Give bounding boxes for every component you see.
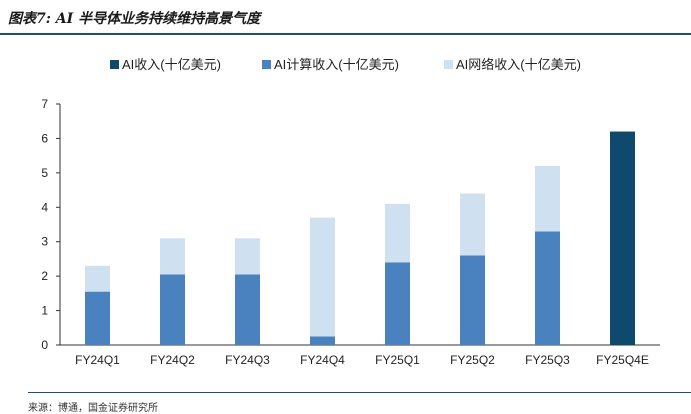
- bar-fy24q4-series-2: [310, 217, 335, 337]
- bar-fy24q2-series-1: [160, 274, 185, 345]
- legend-label-2: AI网络收入(十亿美元): [456, 57, 581, 72]
- x-tick-label: FY24Q4: [300, 353, 345, 367]
- legend-label-1: AI计算收入(十亿美元): [274, 57, 399, 72]
- y-tick-label: 0: [41, 338, 48, 352]
- x-tick-label: FY24Q1: [75, 353, 120, 367]
- bar-fy24q1-series-1: [85, 291, 110, 345]
- bar-fy24q3-series-1: [235, 274, 260, 345]
- y-tick-label: 2: [41, 269, 48, 283]
- bar-fy24q2-series-2: [160, 238, 185, 275]
- title-divider: [0, 33, 691, 35]
- y-tick-label: 1: [41, 304, 48, 318]
- bar-fy24q1-series-2: [85, 265, 110, 292]
- bar-fy25q4e-series-0: [610, 131, 635, 345]
- bar-fy25q2-series-1: [460, 255, 485, 345]
- source-divider: [28, 392, 691, 393]
- bar-fy25q1-series-2: [385, 203, 410, 263]
- bar-fy25q2-series-2: [460, 193, 485, 256]
- legend-swatch-0: [110, 60, 119, 69]
- x-tick-label: FY25Q4E: [596, 353, 649, 367]
- bar-fy25q3-series-1: [535, 231, 560, 345]
- y-tick-label: 6: [41, 131, 48, 145]
- x-tick-label: FY25Q1: [375, 353, 420, 367]
- legend-label-0: AI收入(十亿美元): [122, 57, 221, 72]
- page-title: 图表7: AI 半导体业务持续维持高景气度: [8, 11, 261, 27]
- y-tick-label: 5: [41, 166, 48, 180]
- source-note: 来源：博通，国金证券研究所: [28, 403, 158, 414]
- x-tick-label: FY24Q2: [150, 353, 195, 367]
- y-tick-label: 3: [41, 235, 48, 249]
- bar-fy24q4-series-1: [310, 336, 335, 345]
- x-tick-label: FY24Q3: [225, 353, 270, 367]
- y-tick-label: 4: [41, 200, 48, 214]
- bar-fy25q3-series-2: [535, 165, 560, 232]
- legend-swatch-1: [262, 60, 271, 69]
- y-tick-label: 7: [41, 97, 48, 111]
- bar-fy24q3-series-2: [235, 238, 260, 275]
- bar-fy25q1-series-1: [385, 262, 410, 345]
- legend-swatch-2: [444, 60, 453, 69]
- x-tick-label: FY25Q2: [450, 353, 495, 367]
- x-tick-label: FY25Q3: [525, 353, 570, 367]
